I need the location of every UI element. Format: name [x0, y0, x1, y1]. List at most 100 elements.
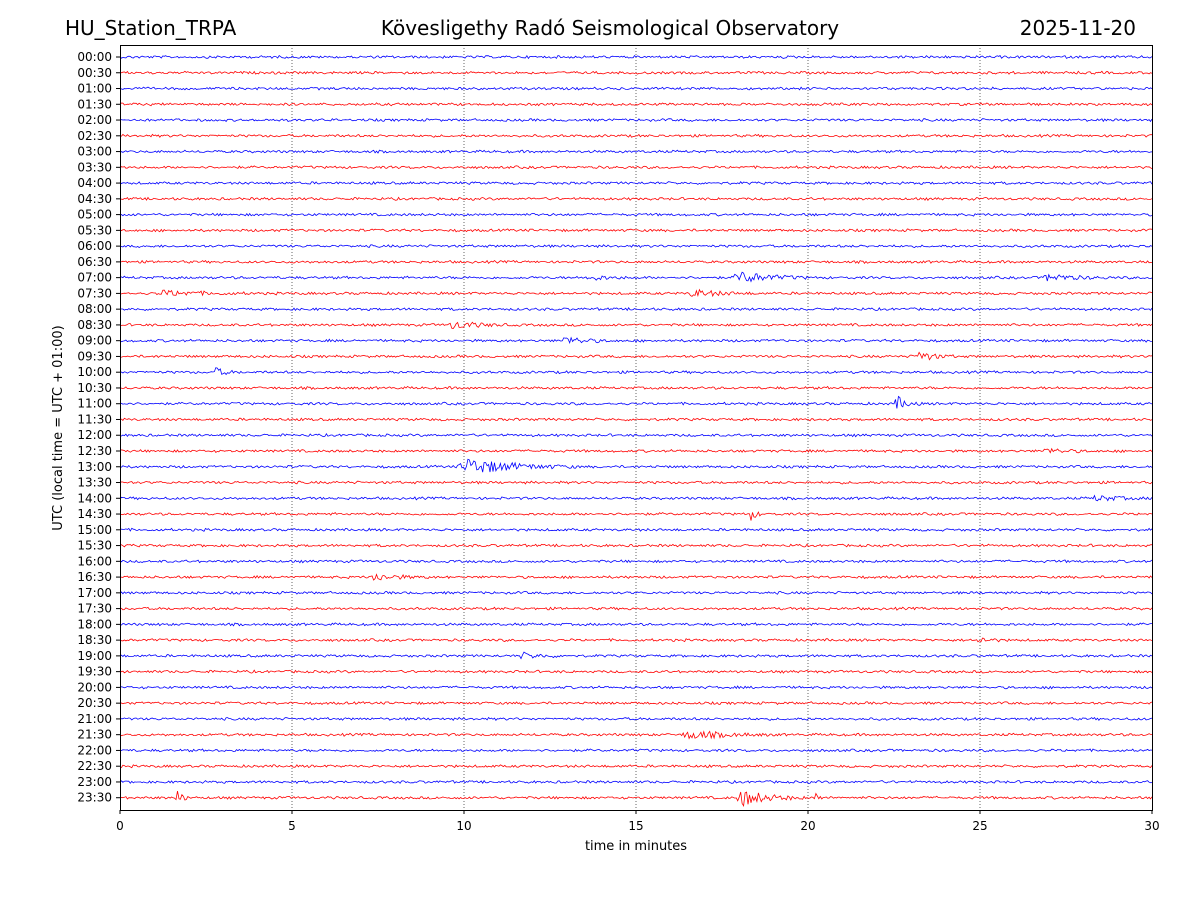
x-axis-label: time in minutes	[585, 839, 687, 854]
y-tick-label-1600: 16:00	[77, 554, 112, 568]
trace-1030	[119, 385, 1153, 391]
y-tick-label-0330: 03:30	[77, 160, 112, 174]
x-tick-label-0: 0	[116, 819, 124, 833]
y-tick-label-0600: 06:00	[77, 239, 112, 253]
y-tick-label-0100: 01:00	[77, 82, 112, 96]
x-tick-label-5: 5	[288, 819, 296, 833]
trace-0830	[119, 321, 1153, 329]
trace-2100	[119, 716, 1153, 721]
y-tick-label-1500: 15:00	[77, 523, 112, 537]
trace-1830	[119, 637, 1153, 643]
trace-1600	[119, 559, 1153, 564]
y-tick-label-0700: 07:00	[77, 271, 112, 285]
trace-1900	[119, 651, 1153, 660]
x-tick-label-30: 30	[1144, 819, 1159, 833]
observatory-title: Kövesligethy Radó Seismological Observat…	[380, 16, 840, 40]
trace-0000	[119, 54, 1153, 60]
y-axis-label: UTC (local time = UTC + 01:00)	[51, 325, 66, 530]
trace-0800	[119, 307, 1153, 312]
trace-2000	[119, 685, 1153, 690]
y-tick-label-2230: 22:30	[77, 759, 112, 773]
trace-1730	[119, 606, 1153, 611]
trace-0500	[119, 212, 1153, 217]
y-tick-label-2130: 21:30	[77, 728, 112, 742]
y-tick-label-1400: 14:00	[77, 491, 112, 505]
trace-2130	[119, 730, 1152, 740]
y-tick-label-1230: 12:30	[77, 444, 112, 458]
y-tick-label-0430: 04:30	[77, 192, 112, 206]
trace-1930	[119, 669, 1153, 674]
y-tick-label-2200: 22:00	[77, 743, 112, 757]
y-tick-label-0130: 01:30	[77, 97, 112, 111]
y-tick-label-0730: 07:30	[77, 286, 112, 300]
y-tick-label-1130: 11:30	[77, 412, 112, 426]
y-tick-label-2330: 23:30	[77, 791, 112, 805]
trace-1330	[119, 480, 1153, 485]
y-tick-label-0500: 05:00	[77, 208, 112, 222]
y-tick-label-1300: 13:00	[77, 460, 112, 474]
x-tick-label-15: 15	[628, 819, 643, 833]
trace-0930	[119, 351, 1153, 361]
y-tick-label-1000: 10:00	[77, 365, 112, 379]
trace-1800	[119, 622, 1153, 627]
y-tick-label-0000: 00:00	[77, 50, 112, 64]
y-tick-label-2000: 20:00	[77, 680, 112, 694]
trace-2230	[119, 764, 1153, 769]
trace-2300	[119, 779, 1153, 784]
trace-0430	[119, 196, 1153, 201]
trace-0300	[119, 149, 1153, 154]
y-tick-label-0930: 09:30	[77, 349, 112, 363]
trace-0700	[119, 271, 1153, 283]
x-tick-label-20: 20	[800, 819, 815, 833]
y-tick-label-0800: 08:00	[77, 302, 112, 316]
trace-0330	[119, 165, 1153, 170]
y-tick-label-1700: 17:00	[77, 586, 112, 600]
y-tick-label-0630: 06:30	[77, 255, 112, 269]
trace-1400	[119, 494, 1153, 502]
x-axis-ticks: 0 5 10 15 20 25 30	[116, 810, 1160, 833]
trace-0630	[119, 259, 1153, 265]
plot-frame	[120, 45, 1153, 811]
y-tick-label-1330: 13:30	[77, 476, 112, 490]
trace-0600	[119, 244, 1153, 249]
y-tick-label-1900: 19:00	[77, 649, 112, 663]
trace-0230	[119, 133, 1153, 138]
trace-0100	[119, 86, 1153, 91]
trace-0130	[119, 102, 1153, 107]
x-tick-label-25: 25	[972, 819, 987, 833]
y-tick-label-0830: 08:30	[77, 318, 112, 332]
trace-1500	[120, 527, 1153, 532]
seismic-traces	[119, 54, 1153, 807]
trace-0400	[119, 181, 1153, 186]
trace-1530	[119, 543, 1153, 548]
y-tick-label-0230: 02:30	[77, 129, 112, 143]
trace-2200	[119, 748, 1153, 753]
y-tick-label-1430: 14:30	[77, 507, 112, 521]
trace-1630	[119, 573, 1153, 581]
trace-1300	[119, 458, 1153, 473]
y-tick-label-0200: 02:00	[77, 113, 112, 127]
y-tick-label-1930: 19:30	[77, 665, 112, 679]
y-tick-label-1530: 15:30	[77, 539, 112, 553]
y-tick-label-0030: 00:30	[77, 66, 112, 80]
y-tick-label-1630: 16:30	[77, 570, 112, 584]
trace-1230	[119, 447, 1153, 454]
trace-2330	[119, 791, 1153, 807]
y-tick-label-1030: 10:30	[77, 381, 112, 395]
trace-0530	[119, 228, 1153, 233]
y-tick-label-1730: 17:30	[77, 602, 112, 616]
y-tick-label-1800: 18:00	[77, 617, 112, 631]
y-tick-label-2030: 20:30	[77, 696, 112, 710]
x-tick-label-10: 10	[456, 819, 471, 833]
trace-1700	[119, 590, 1153, 595]
y-tick-label-0300: 03:00	[77, 145, 112, 159]
plot-date: 2025-11-20	[1019, 16, 1136, 40]
y-tick-label-0900: 09:00	[77, 334, 112, 348]
y-tick-label-0400: 04:00	[77, 176, 112, 190]
y-tick-label-2100: 21:00	[77, 712, 112, 726]
trace-1200	[119, 433, 1153, 438]
trace-0900	[119, 336, 1153, 345]
trace-1000	[119, 367, 1153, 376]
